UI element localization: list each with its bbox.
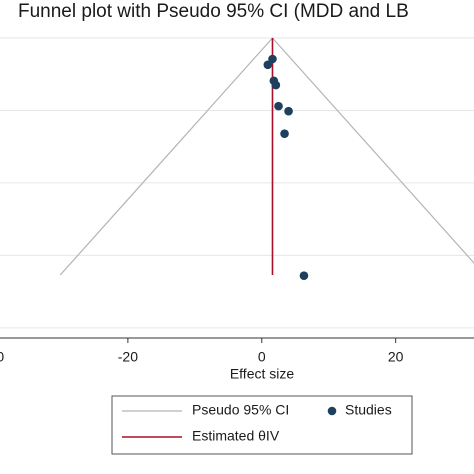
study-point (280, 129, 289, 138)
legend-label: Studies (345, 402, 392, 418)
legend-label: Estimated θIV (192, 428, 280, 444)
study-point (274, 101, 283, 111)
study-point (299, 271, 309, 280)
x-tick-label: 0 (258, 349, 266, 365)
study-point (271, 80, 281, 90)
study-point (284, 106, 293, 116)
x-axis-label: Effect size (230, 366, 295, 382)
legend-box (111, 395, 413, 455)
study-point (268, 54, 277, 64)
study-point (263, 60, 273, 70)
x-tick-label: -20 (118, 349, 138, 365)
legend-swatch (327, 406, 337, 416)
ci-line (59, 37, 474, 276)
x-tick-label: -40 (0, 349, 4, 365)
x-tick-label: 20 (388, 349, 404, 365)
legend-label: Pseudo 95% CI (192, 402, 289, 418)
chart-title: Funnel plot with Pseudo 95% CI (MDD and … (18, 1, 409, 22)
